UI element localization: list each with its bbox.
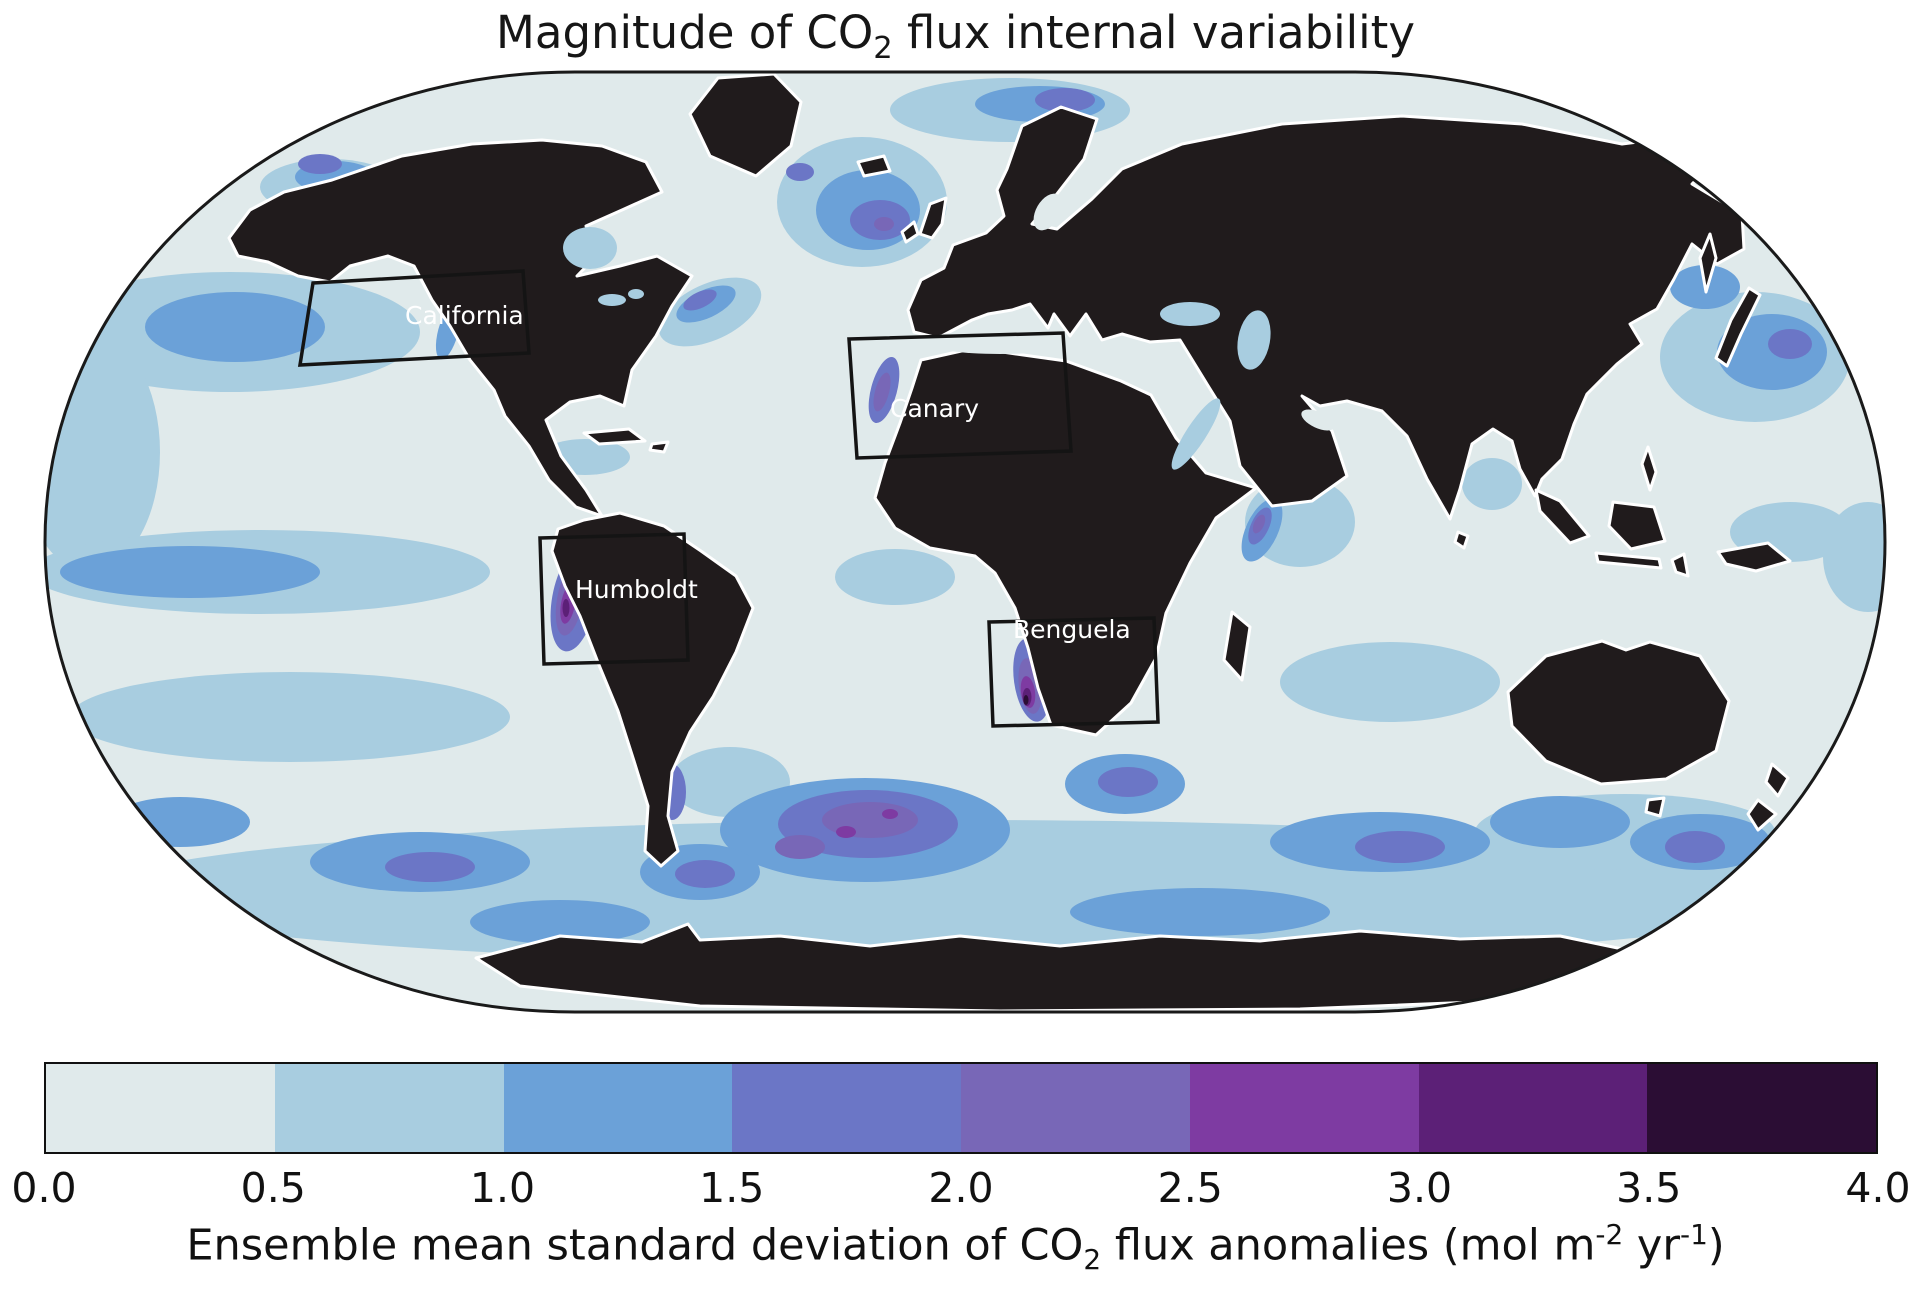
caspian-sea xyxy=(1237,310,1271,370)
hudson-bay xyxy=(563,227,617,269)
mediterranean-sea-east xyxy=(1060,342,1150,362)
california-region-box xyxy=(297,269,531,367)
world-map: California Canary Humboldt Benguela xyxy=(43,70,1887,1014)
colorbar-tick-label: 4.0 xyxy=(1845,1164,1911,1212)
colorbar-tick-label: 1.5 xyxy=(699,1164,765,1212)
sulawesi-landmass xyxy=(1670,552,1690,578)
sumatra-landmass xyxy=(1534,488,1591,545)
colorbar-tick-label: 0.5 xyxy=(240,1164,306,1212)
colorbar-label-superscript2: -1 xyxy=(1680,1218,1708,1251)
new-guinea-landmass xyxy=(1716,541,1792,573)
colorbar-tick-label: 1.0 xyxy=(469,1164,536,1212)
tasmania-landmass xyxy=(1644,796,1666,818)
landmasses xyxy=(227,72,1792,1012)
colorbar-segment xyxy=(274,1064,504,1152)
persian-gulf xyxy=(1301,409,1335,431)
south-america-landmass xyxy=(550,511,755,868)
colorbar-label-text4: ) xyxy=(1707,1220,1725,1271)
black-sea xyxy=(1160,302,1220,326)
colorbar-tick-label: 2.0 xyxy=(928,1164,994,1212)
variability-field-dark xyxy=(562,599,1032,706)
africa-landmass xyxy=(873,346,1258,737)
colorbar-segment xyxy=(1418,1064,1648,1152)
title-text-suffix: flux internal variability xyxy=(892,6,1415,59)
colorbar-segment xyxy=(46,1064,275,1152)
title-subscript: 2 xyxy=(873,31,893,66)
colorbar-label-superscript1: -2 xyxy=(1595,1218,1624,1251)
colorbar-tick-label: 0.0 xyxy=(11,1164,77,1212)
canary-region-label: Canary xyxy=(890,394,979,423)
humboldt-region-label: Humboldt xyxy=(575,575,698,604)
map-outline xyxy=(43,70,1887,1014)
colorbar-segment xyxy=(732,1064,961,1152)
new-zealand-south-landmass xyxy=(1746,798,1778,832)
philippines-landmass xyxy=(1640,445,1658,492)
colorbar xyxy=(44,1062,1878,1154)
great-lakes xyxy=(598,294,626,306)
uk-landmass xyxy=(918,196,948,240)
inland-seas xyxy=(563,193,1335,470)
colorbar-tick-label: 3.5 xyxy=(1616,1164,1682,1212)
colorbar-label: Ensemble mean standard deviation of CO2 … xyxy=(0,1218,1911,1276)
madagascar-landmass xyxy=(1222,610,1252,682)
cuba-landmass xyxy=(582,427,647,446)
colorbar-label-text3: yr xyxy=(1623,1220,1681,1271)
hispaniola-landmass xyxy=(648,440,670,454)
colorbar-segment xyxy=(961,1064,1190,1152)
colorbar-label-text: Ensemble mean standard deviation of CO xyxy=(186,1220,1084,1271)
colorbar-label-subscript: 2 xyxy=(1083,1242,1102,1276)
colorbar-segment xyxy=(1647,1064,1876,1152)
iceland-landmass xyxy=(856,154,892,178)
benguela-region-box xyxy=(987,616,1160,728)
canary-region-box xyxy=(847,331,1073,460)
figure-title: Magnitude of CO2 flux internal variabili… xyxy=(0,6,1911,66)
colorbar-label-text2: flux anomalies (mol m xyxy=(1101,1220,1596,1271)
ireland-landmass xyxy=(900,220,920,244)
sri-lanka-landmass xyxy=(1453,530,1470,550)
colorbar-segment xyxy=(503,1064,733,1152)
java-landmass xyxy=(1594,551,1663,570)
greenland-landmass xyxy=(688,72,803,178)
colorbar-tick-label: 2.5 xyxy=(1157,1164,1223,1212)
colorbar-tick-label: 3.0 xyxy=(1386,1164,1453,1212)
region-boxes xyxy=(297,269,1160,728)
australia-landmass xyxy=(1506,639,1731,786)
japan-landmass xyxy=(1714,286,1762,368)
colorbar-ticks: 0.0 0.5 1.0 1.5 2.0 2.5 3.0 3.5 4.0 xyxy=(11,1164,1910,1214)
humboldt-region-box xyxy=(538,532,690,666)
red-sea xyxy=(1171,398,1221,470)
benguela-region-label: Benguela xyxy=(1013,615,1131,644)
california-region-label: California xyxy=(405,301,524,330)
great-lakes-east xyxy=(628,289,644,299)
sakhalin-landmass xyxy=(1698,232,1718,294)
title-text: Magnitude of CO xyxy=(496,6,874,59)
borneo-landmass xyxy=(1607,500,1667,551)
colorbar-segment xyxy=(1189,1064,1419,1152)
region-labels: California Canary Humboldt Benguela xyxy=(405,301,1131,644)
baltic-sea xyxy=(1033,193,1063,231)
new-zealand-north-landmass xyxy=(1764,762,1790,798)
antarctica-landmass xyxy=(474,922,1654,1012)
